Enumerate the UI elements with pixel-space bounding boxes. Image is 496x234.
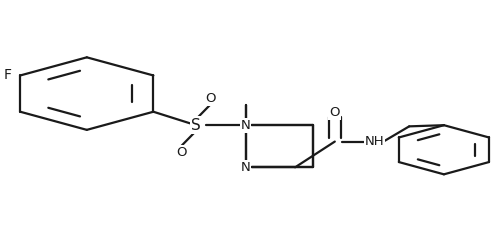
Text: S: S xyxy=(191,118,201,133)
Text: N: N xyxy=(241,161,250,174)
Text: NH: NH xyxy=(365,135,384,148)
Text: N: N xyxy=(241,119,250,132)
Text: O: O xyxy=(176,146,186,159)
Text: F: F xyxy=(4,69,12,82)
Text: O: O xyxy=(329,106,340,119)
Text: O: O xyxy=(205,92,216,105)
